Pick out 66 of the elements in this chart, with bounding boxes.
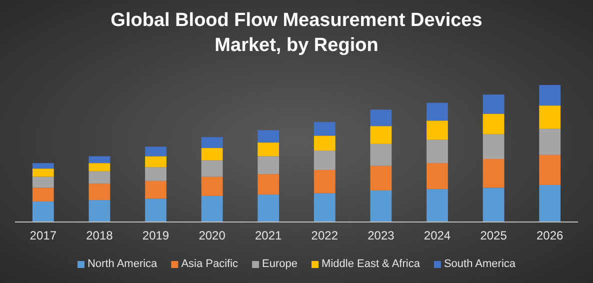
- bar: [32, 188, 54, 202]
- bar: [370, 126, 392, 144]
- bar: [370, 144, 392, 166]
- bar: [201, 148, 223, 160]
- x-tick-label: 2021: [255, 228, 282, 243]
- bar: [370, 110, 392, 126]
- bar: [201, 160, 223, 177]
- bar: [539, 106, 561, 129]
- bar: [370, 166, 392, 190]
- bar: [539, 128, 561, 155]
- x-tick-label: 2026: [536, 228, 564, 243]
- bar: [145, 156, 166, 168]
- chart-title: Global Blood Flow Measurement Devices Market, by Region: [110, 10, 482, 56]
- bar: [426, 102, 448, 121]
- bar: [314, 170, 336, 194]
- bar: [426, 189, 448, 222]
- legend-label: South America: [444, 258, 516, 270]
- bar: [314, 193, 336, 222]
- bar: [201, 196, 223, 222]
- x-tick-label: 2019: [142, 228, 170, 243]
- bar: [426, 140, 448, 164]
- x-tick-label: 2017: [30, 228, 57, 243]
- bar: [258, 174, 280, 195]
- bar: [88, 156, 110, 164]
- bar: [145, 180, 166, 199]
- bar: [482, 188, 504, 222]
- bar: [32, 163, 54, 169]
- bar: [201, 176, 223, 196]
- x-tick-label: 2024: [424, 228, 451, 243]
- bar: [370, 190, 392, 222]
- bar: [88, 163, 110, 172]
- bar: [32, 168, 54, 177]
- legend-label: Asia Pacific: [181, 258, 239, 270]
- bar: [88, 171, 110, 184]
- bar: [482, 134, 504, 159]
- bar: [539, 185, 561, 222]
- bar: [32, 201, 54, 222]
- bar: [539, 85, 561, 106]
- legend-label: North America: [87, 258, 158, 270]
- legend-label: Middle East & Africa: [322, 258, 421, 270]
- bar: [32, 176, 54, 188]
- bar: [482, 94, 504, 114]
- bar: [539, 154, 561, 186]
- bar: [314, 136, 336, 151]
- bar: [258, 156, 280, 174]
- bar: [145, 167, 166, 181]
- bar: [88, 200, 110, 222]
- bar: [258, 130, 280, 143]
- bar: [482, 114, 504, 134]
- x-tick-label: 2022: [311, 228, 338, 243]
- bar: [482, 158, 504, 188]
- bar: [426, 163, 448, 190]
- bar: [426, 120, 448, 140]
- bar: [314, 150, 336, 170]
- bar: [145, 198, 166, 222]
- x-tick-label: 2023: [368, 228, 395, 243]
- bar: [88, 184, 110, 200]
- x-tick-label: 2025: [480, 228, 508, 243]
- bar: [314, 122, 336, 136]
- bar: [258, 142, 280, 156]
- bar: [145, 146, 166, 156]
- bar: [201, 137, 223, 148]
- x-tick-label: 2018: [86, 228, 114, 243]
- bar: [258, 194, 280, 222]
- x-tick-label: 2020: [198, 228, 226, 243]
- legend-label: Europe: [262, 258, 298, 270]
